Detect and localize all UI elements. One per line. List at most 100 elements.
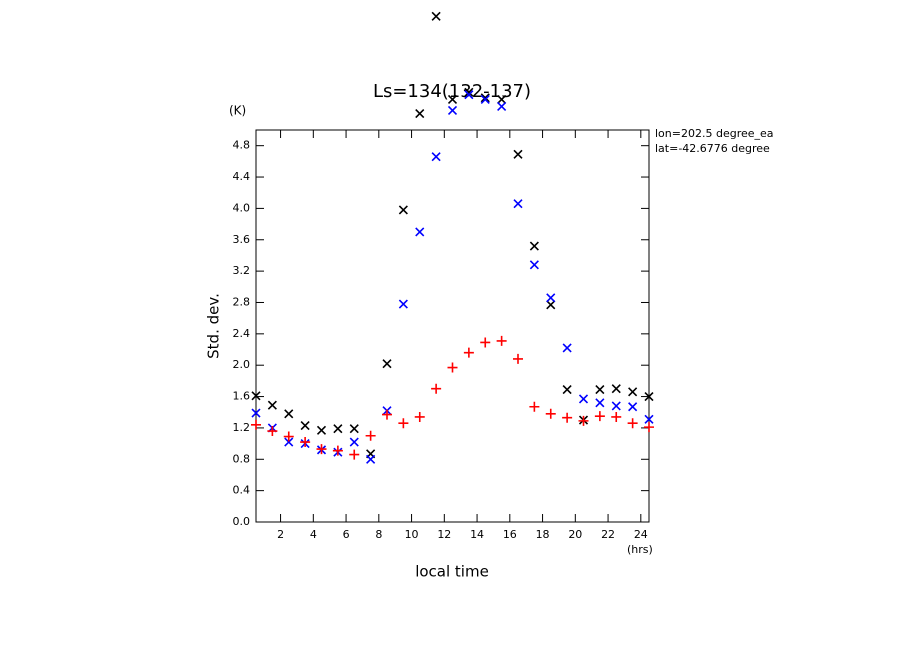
point (349, 424, 359, 434)
point (513, 199, 523, 209)
point (398, 299, 408, 309)
x-tick-label: 18 (536, 528, 550, 541)
point (283, 431, 294, 442)
x-tick-label: 12 (437, 528, 451, 541)
point (316, 425, 327, 435)
point (251, 419, 261, 430)
point (349, 437, 359, 447)
x-tick-label: 16 (503, 528, 517, 541)
point (529, 401, 540, 412)
point (595, 384, 605, 395)
x-tick-label: 14 (470, 528, 484, 541)
point (366, 454, 376, 464)
point (628, 387, 638, 397)
y-tick-label: 0.8 (233, 452, 251, 465)
x-tick-label: 20 (568, 528, 582, 541)
point (611, 384, 621, 394)
point (284, 437, 294, 447)
y-tick-label: 2.4 (233, 327, 251, 340)
point (300, 437, 311, 448)
point (333, 424, 343, 434)
point (480, 93, 490, 103)
point (447, 94, 458, 104)
point (562, 343, 572, 353)
point (382, 409, 392, 420)
point (382, 359, 392, 369)
y-tick-label: 4.0 (233, 201, 251, 214)
x-tick-label: 10 (405, 528, 419, 541)
point (431, 383, 442, 394)
x-tick-label: 2 (277, 528, 284, 541)
point (627, 418, 638, 429)
y-tick-label: 3.6 (233, 233, 251, 246)
x-tick-label: 22 (601, 528, 615, 541)
point (546, 300, 556, 310)
annotation: lat=-42.6776 degree (655, 142, 770, 155)
x-unit: (hrs) (627, 543, 653, 556)
point (594, 411, 605, 422)
point (480, 94, 490, 104)
point (513, 149, 523, 159)
point (267, 426, 278, 437)
point (447, 362, 458, 373)
y-tick-label: 4.4 (233, 170, 251, 183)
point (464, 87, 474, 97)
point (251, 391, 261, 401)
point (480, 337, 491, 348)
point (447, 105, 458, 115)
point (496, 335, 507, 346)
point (398, 205, 408, 215)
point (316, 444, 327, 455)
point (529, 260, 539, 270)
point (463, 347, 474, 358)
point (284, 409, 294, 419)
y-tick-label: 2.0 (233, 358, 251, 371)
chart-title: Ls=134(132-137) (373, 81, 531, 102)
point (398, 418, 409, 429)
point (300, 421, 310, 431)
x-tick-label: 6 (343, 528, 350, 541)
point (578, 415, 589, 426)
point (546, 293, 556, 303)
y-tick-label: 1.2 (233, 421, 251, 434)
y-tick-label: 1.6 (233, 390, 251, 403)
point (644, 422, 654, 433)
point (431, 152, 441, 162)
x-tick-label: 4 (310, 528, 317, 541)
annotation: lon=202.5 degree_ea (655, 127, 774, 140)
point (529, 241, 539, 251)
y-tick-label: 3.2 (233, 264, 251, 277)
point (251, 408, 261, 418)
y-tick-label: 0.0 (233, 515, 251, 528)
point (497, 94, 507, 104)
point (349, 449, 360, 460)
point (431, 11, 441, 21)
y-tick-label: 4.8 (233, 139, 251, 152)
y-axis-label: Std. dev. (205, 293, 223, 359)
point (415, 108, 425, 119)
point (578, 394, 589, 404)
x-tick-label: 24 (634, 528, 648, 541)
point (562, 412, 573, 423)
point (545, 408, 556, 419)
point (611, 411, 622, 422)
y-tick-label: 2.8 (233, 295, 251, 308)
point (595, 398, 605, 408)
point (414, 411, 425, 422)
point (332, 445, 343, 456)
point (415, 227, 425, 237)
point (267, 400, 277, 410)
point (644, 414, 654, 424)
point (464, 90, 474, 100)
point (365, 430, 376, 441)
plot-frame (255, 129, 650, 523)
y-tick-label: 0.4 (233, 484, 251, 497)
point (644, 391, 654, 402)
point (497, 101, 507, 112)
point (562, 384, 572, 395)
y-unit: (K) (229, 104, 246, 118)
point (628, 402, 638, 412)
x-tick-label: 8 (375, 528, 382, 541)
point (611, 401, 621, 411)
